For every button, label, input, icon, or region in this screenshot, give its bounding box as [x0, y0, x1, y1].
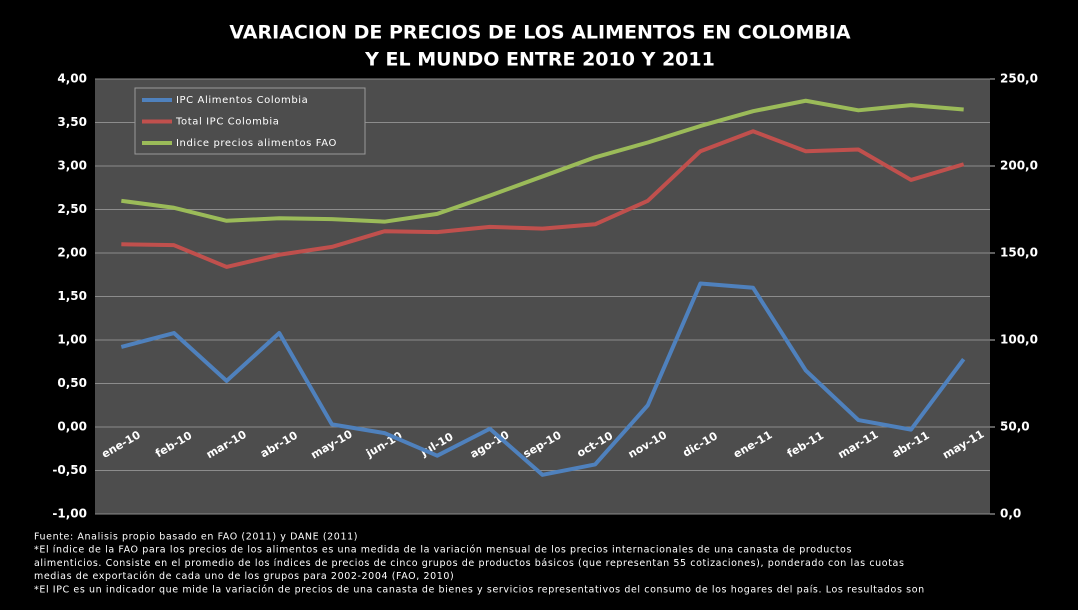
y2-tick-label: 150,0 [1000, 246, 1038, 260]
y-tick-label: -1,00 [52, 507, 87, 521]
y2-tick-label: 0,0 [1000, 507, 1021, 521]
legend-label: Indice precios alimentos FAO [176, 138, 337, 149]
chart-title: Y EL MUNDO ENTRE 2010 Y 2011 [364, 49, 715, 71]
y-tick-label: 2,00 [57, 246, 87, 260]
y-tick-label: 0,00 [57, 420, 87, 434]
series-line [120, 281, 966, 477]
y2-tick-label: 200,0 [1000, 159, 1038, 173]
y-tick-label: 3,00 [57, 159, 87, 173]
footnote: *El IPC es un indicador que mide la vari… [34, 584, 925, 595]
legend-box [134, 87, 366, 155]
footnote: *El índice de la FAO para los precios de… [34, 545, 852, 556]
y-tick-label: 0,50 [57, 376, 87, 390]
y-tick-label: 2,50 [57, 202, 87, 216]
y2-tick-label: 100,0 [1000, 333, 1038, 347]
y-tick-label: -0,50 [52, 463, 87, 477]
y2-tick-label: 50,0 [1000, 420, 1030, 434]
y-tick-label: 3,50 [57, 115, 87, 129]
footnote: medias de exportación de cada uno de los… [34, 571, 454, 582]
y-tick-label: 4,00 [57, 72, 87, 86]
series-line [121, 129, 965, 269]
footnote: Fuente: Analisis propio basado en FAO (2… [34, 532, 358, 543]
series-line [121, 98, 964, 224]
y-tick-label: 1,00 [57, 333, 87, 347]
y-tick-label: 1,50 [57, 289, 87, 303]
y2-tick-label: 250,0 [1000, 72, 1038, 86]
chart-title: VARIACION DE PRECIOS DE LOS ALIMENTOS EN… [229, 22, 851, 44]
legend-label: IPC Alimentos Colombia [176, 95, 308, 106]
legend-label: Total IPC Colombia [175, 117, 279, 128]
footnote: alimenticios. Consiste en el promedio de… [34, 558, 905, 569]
